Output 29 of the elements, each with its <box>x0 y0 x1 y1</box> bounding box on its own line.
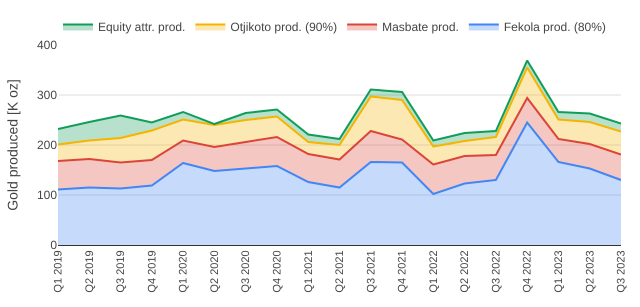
x-tick-label: Q4 2020 <box>272 250 284 293</box>
x-tick-label: Q2 2022 <box>459 250 472 293</box>
y-tick-label: 200 <box>36 138 58 152</box>
x-tick-label: Q2 2020 <box>208 250 221 293</box>
x-tick-label: Q4 2021 <box>396 250 409 293</box>
x-tick-label: Q1 2023 <box>553 250 566 293</box>
y-axis-title: Gold produced [K oz] <box>4 79 21 211</box>
y-tick-label: 0 <box>50 238 58 252</box>
x-tick-label: Q1 2021 <box>302 250 315 293</box>
legend-label: Otjikoto prod. (90%) <box>230 20 338 34</box>
x-tick-label: Q3 2021 <box>365 250 378 293</box>
x-tick-label: Q2 2019 <box>84 250 96 293</box>
legend-label: Equity attr. prod. <box>98 20 186 34</box>
x-tick-label: Q1 2019 <box>52 250 65 293</box>
x-tick-label: Q3 2022 <box>490 250 502 293</box>
x-tick-label: Q1 2022 <box>428 250 440 293</box>
x-tick-label: Q4 2022 <box>522 250 534 293</box>
x-tick-label: Q3 2020 <box>240 250 252 293</box>
x-tick-label: Q2 2023 <box>584 250 596 293</box>
y-tick-label: 300 <box>36 88 58 102</box>
y-tick-label: 400 <box>36 38 58 52</box>
x-tick-label: Q3 2019 <box>115 250 128 293</box>
x-tick-label: Q1 2020 <box>178 250 190 293</box>
x-tick-label: Q4 2019 <box>146 250 158 293</box>
legend-label: Fekola prod. (80%) <box>504 20 606 34</box>
legend-label: Masbate prod. <box>382 20 459 34</box>
x-tick-label: Q3 2023 <box>616 250 628 293</box>
y-tick-label: 100 <box>36 188 58 202</box>
x-tick-label: Q2 2021 <box>334 250 346 293</box>
